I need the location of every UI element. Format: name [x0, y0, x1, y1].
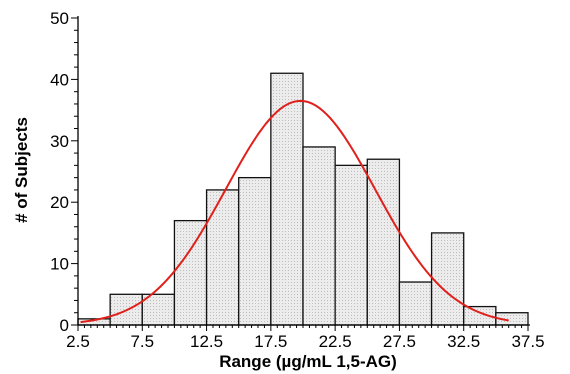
x-tick-label: 12.5	[190, 332, 223, 351]
x-tick-label: 17.5	[254, 332, 287, 351]
y-tick-label: 0	[60, 316, 69, 335]
histogram-bar-5	[205, 189, 240, 326]
histogram-bar-6	[238, 176, 272, 326]
x-tick-label: 2.5	[66, 332, 90, 351]
histogram-bar-9	[334, 164, 368, 326]
y-tick-label: 50	[50, 9, 69, 28]
normal-fit-curve	[80, 99, 509, 324]
x-tick-label: 22.5	[319, 332, 352, 351]
x-tick-label: 27.5	[383, 332, 416, 351]
histogram-bar-11	[398, 281, 433, 326]
histogram-bar-12	[430, 232, 465, 326]
y-axis-title: # of Subjects	[12, 117, 31, 223]
x-axis-title: Range (µg/mL 1,5-AG)	[219, 352, 397, 371]
x-tick-label: 32.5	[447, 332, 480, 351]
histogram-bar-10	[366, 158, 401, 326]
histogram-bar-7	[270, 72, 304, 326]
histogram-bar-8	[302, 146, 336, 326]
y-tick-label: 30	[50, 132, 69, 151]
y-tick-label: 10	[50, 255, 69, 274]
x-axis: 2.5 7.5 12.5 17.5 22.5 27.5 32.5 37.5	[66, 324, 545, 351]
x-tick-label: 7.5	[130, 332, 154, 351]
histogram-bar-4	[173, 219, 208, 326]
y-tick-label: 20	[50, 193, 69, 212]
y-tick-label: 40	[50, 70, 69, 89]
y-axis: 0 10 20 30 40 50	[50, 9, 79, 335]
bars-group	[77, 72, 529, 326]
x-tick-label: 37.5	[511, 332, 544, 351]
